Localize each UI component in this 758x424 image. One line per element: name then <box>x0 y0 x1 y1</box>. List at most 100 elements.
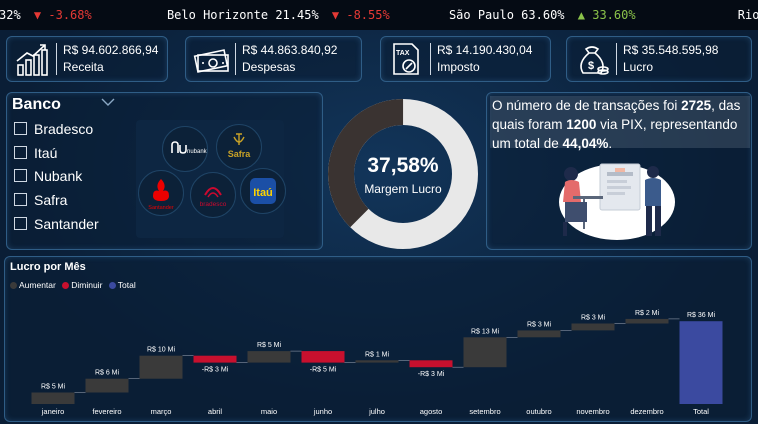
category-label: setembro <box>469 407 500 416</box>
banco-option-bradesco[interactable]: Bradesco <box>14 121 93 137</box>
data-label: -R$ 5 Mi <box>310 367 337 374</box>
summary-text: O número de de transações foi <box>492 98 682 113</box>
safra-logo-text: Safra <box>228 149 252 159</box>
bar-novembro[interactable] <box>571 323 615 331</box>
money-bag-icon: $ <box>580 46 609 75</box>
data-label: R$ 13 Mi <box>471 328 499 335</box>
category-label: maio <box>261 407 277 416</box>
bar-março[interactable] <box>139 355 183 379</box>
transactions-count: 2725 <box>681 98 712 113</box>
bar-outubro[interactable] <box>517 330 561 338</box>
tax-document-icon: TAX <box>393 43 419 75</box>
banco-title: Banco <box>12 96 61 113</box>
ticker-item: ▼ -3.68% <box>33 8 92 22</box>
data-label: R$ 10 Mi <box>147 347 175 354</box>
svg-text:$: $ <box>588 60 594 72</box>
santander-logo-text: Santander <box>148 205 174 211</box>
kpi-value: R$ 14.190.430,04 <box>437 43 533 57</box>
kpi-card-receita: R$ 94.602.866,94 Receita <box>6 36 168 82</box>
bar-Total[interactable] <box>679 321 723 404</box>
banco-option-santander[interactable]: Santander <box>14 216 99 232</box>
category-label: julho <box>368 407 385 416</box>
bar-dezembro[interactable] <box>625 318 669 324</box>
kpi-value: R$ 94.602.866,94 <box>63 43 159 57</box>
legend-label: Diminuir <box>71 280 103 290</box>
chart-title: Lucro por Mês <box>10 261 86 273</box>
pix-count: 1200 <box>566 117 597 132</box>
category-label: agosto <box>420 407 443 416</box>
people-illustration <box>559 163 675 240</box>
category-label: Total <box>693 407 709 416</box>
safra-logo: Safra <box>216 124 262 170</box>
legend-swatch-total <box>108 282 116 289</box>
checkbox[interactable] <box>14 122 27 135</box>
ticker-item: ▼ -8.55% <box>331 8 390 22</box>
bar-janeiro[interactable] <box>31 392 75 405</box>
bar-julho[interactable] <box>355 360 399 363</box>
banco-option-nubank[interactable]: Nubank <box>14 168 82 184</box>
data-label: R$ 1 Mi <box>365 351 390 358</box>
kpi-label: Lucro <box>623 60 654 74</box>
option-label: Santander <box>34 216 99 232</box>
svg-text:TAX: TAX <box>396 50 410 57</box>
data-label: R$ 36 Mi <box>687 312 715 319</box>
summary-text: . <box>608 136 613 151</box>
data-label: -R$ 3 Mi <box>418 371 445 378</box>
kpi-label: Imposto <box>437 60 480 74</box>
checkbox[interactable] <box>14 193 27 206</box>
banco-option-itau[interactable]: Itaú <box>14 145 57 161</box>
bradesco-logo-text: bradesco <box>200 201 227 208</box>
legend-label: Aumentar <box>19 280 56 290</box>
option-label: Itaú <box>34 145 58 161</box>
category-label: janeiro <box>41 407 65 416</box>
lucro-por-mes-panel <box>4 256 752 422</box>
category-label: outubro <box>526 407 551 416</box>
money-bills-icon <box>193 49 229 73</box>
kpi-card-despesas: R$ 44.863.840,92 Despesas <box>185 36 362 82</box>
bar-setembro[interactable] <box>463 337 507 368</box>
checkbox[interactable] <box>14 146 27 159</box>
stock-ticker: 32% ▼ -3.68% Belo Horizonte 21.45% ▼ -8.… <box>0 0 758 30</box>
bar-agosto[interactable] <box>409 360 453 368</box>
category-label: fevereiro <box>92 407 121 416</box>
checkbox[interactable] <box>14 169 27 182</box>
category-label: março <box>151 407 172 416</box>
legend-label: Total <box>117 280 136 290</box>
category-label: junho <box>313 407 332 416</box>
margem-label: Margem Lucro <box>364 182 442 196</box>
bar-junho[interactable] <box>301 351 345 363</box>
summary-text: via PIX, representando um total de <box>492 117 738 151</box>
checkbox[interactable] <box>14 217 27 230</box>
bar-abril[interactable] <box>193 355 237 363</box>
kpi-label: Receita <box>63 60 104 74</box>
nubank-logo-text: nubank <box>187 149 207 155</box>
itau-logo: Itaú <box>240 168 286 214</box>
category-label: novembro <box>576 407 609 416</box>
transactions-summary: O número de de transações foi 2725, das … <box>490 96 750 151</box>
kpi-card-imposto: TAX R$ 14.190.430,04 Imposto <box>380 36 551 82</box>
margem-value: 37,58% <box>367 154 439 177</box>
bar-maio[interactable] <box>247 351 291 363</box>
category-label: abril <box>208 407 223 416</box>
kpi-value: R$ 44.863.840,92 <box>242 43 338 57</box>
itau-logo-text: Itaú <box>253 187 273 199</box>
waterfall-chart: R$ 5 Mi janeiro R$ 6 Mi fevereiro R$ 10 Mi ma… <box>31 310 723 416</box>
kpi-label: Despesas <box>242 60 296 74</box>
option-label: Nubank <box>34 168 83 184</box>
ticker-item: 32% <box>0 8 21 22</box>
ticker-item: Rio De Jane <box>737 8 758 22</box>
data-label: R$ 5 Mi <box>257 342 282 349</box>
growth-chart-icon <box>16 44 48 76</box>
chevron-down-icon[interactable] <box>100 96 116 108</box>
category-label: dezembro <box>630 407 663 416</box>
data-label: -R$ 3 Mi <box>202 367 229 374</box>
option-label: Safra <box>34 192 68 208</box>
data-label: R$ 5 Mi <box>41 384 66 391</box>
kpi-card-lucro: $ R$ 35.548.595,98 Lucro <box>566 36 752 82</box>
data-label: R$ 3 Mi <box>527 321 552 328</box>
banco-option-safra[interactable]: Safra <box>14 192 67 208</box>
bar-fevereiro[interactable] <box>85 378 129 393</box>
data-label: R$ 3 Mi <box>581 315 606 322</box>
chart-legend: Aumentar Diminuir Total <box>10 280 136 290</box>
data-label: R$ 6 Mi <box>95 370 120 377</box>
